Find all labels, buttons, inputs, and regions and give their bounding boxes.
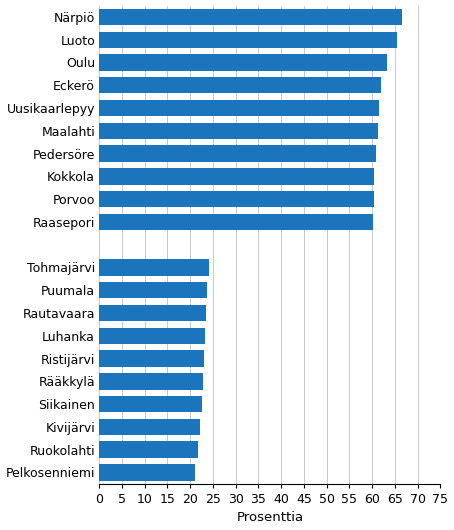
Bar <box>99 282 207 298</box>
Bar <box>99 214 373 230</box>
Bar <box>99 259 209 276</box>
Bar <box>99 145 376 162</box>
Bar <box>99 31 397 48</box>
Bar <box>99 168 375 184</box>
Bar <box>99 191 374 207</box>
Bar <box>99 122 378 139</box>
Bar <box>99 464 195 481</box>
Bar <box>99 441 198 458</box>
Bar <box>99 54 387 70</box>
Bar <box>99 373 203 390</box>
Bar <box>99 350 204 367</box>
Bar <box>99 419 200 435</box>
X-axis label: Prosenttia: Prosenttia <box>236 511 303 525</box>
Bar <box>99 328 205 344</box>
Bar <box>99 305 206 321</box>
Bar <box>99 77 381 93</box>
Bar <box>99 396 202 412</box>
Bar <box>99 100 379 116</box>
Bar <box>99 8 402 25</box>
